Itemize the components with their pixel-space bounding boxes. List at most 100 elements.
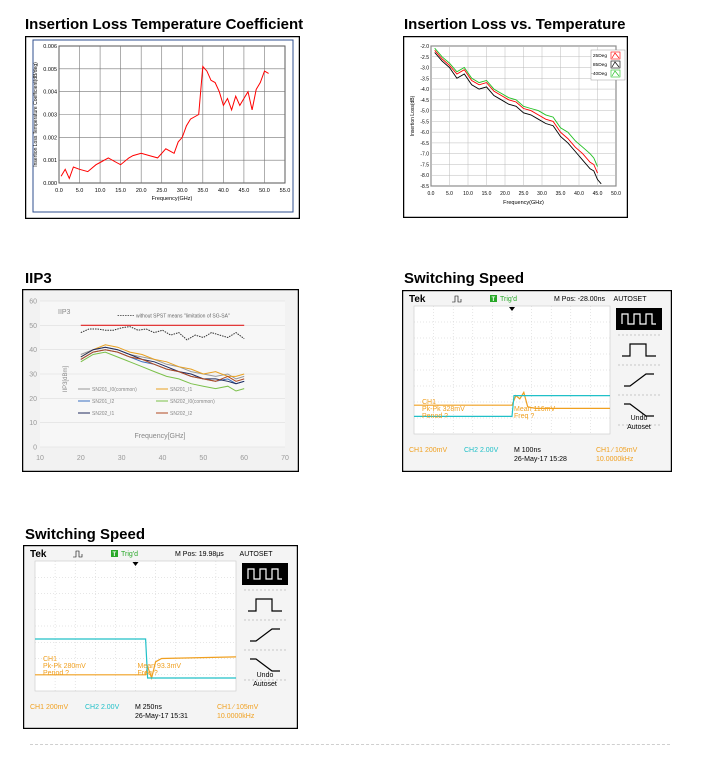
autoset-label: Autoset [253,681,277,688]
trigger-freq: 10.0000kHz [217,713,255,720]
y-tick-label: -5.5 [420,119,429,125]
meas-ch1-label: CH1 [422,399,436,406]
x-tick-label: 0.0 [428,191,435,197]
y-tick-label: 0.006 [43,44,57,50]
legend-label: SN201_I1 [170,387,192,393]
y-tick-label: -3.5 [420,76,429,82]
x-tick-label: 10.0 [95,188,106,194]
falling-edge-icon [250,658,280,672]
legend-swatch [610,60,621,69]
x-tick-label: 10 [36,455,44,462]
trig-status: Trig'd [500,296,517,303]
x-tick-label: 15.0 [115,188,126,194]
x-tick-label: 5.0 [446,191,453,197]
x-tick-label: 45.0 [239,188,250,194]
square-wave-icon [247,568,282,580]
y-tick-label: 0.005 [43,67,57,73]
y-tick-label: -6.5 [420,141,429,147]
x-tick-label: 45.0 [593,191,603,197]
trigger-status-icon [452,295,462,303]
scope-brand: Tek [409,294,426,305]
legend-swatch-line [611,70,620,77]
series-line [80,326,245,341]
datetime: 26-May-17 15:28 [514,456,567,463]
series-line [60,65,269,180]
y-tick-label: -7.5 [420,162,429,168]
chart-title-switching-speed-1: Switching Speed [404,270,525,287]
menu-button-square-wave [242,563,288,585]
x-tick-label: 60 [240,455,248,462]
series-line [434,50,598,174]
x-tick-label: 50 [199,455,207,462]
y-axis-label: Insertion Loss(dB) [410,95,416,136]
trigger-status-icon [73,550,83,558]
y-axis-label: IIP3[dBm] [63,365,69,392]
x-axis-label: Frequency(GHz) [152,196,193,202]
y-tick-label: 60 [29,299,37,306]
ch2-scale: CH2 2.00V [464,447,499,454]
y-axis-label: Insertion Loss Temperature Coefficient(d… [33,62,39,167]
series-line [80,349,245,382]
legend-label: SN202_I1 [92,411,114,417]
x-tick-label: 0.0 [55,188,63,194]
autoset-menu-title: AUTOSET [240,551,274,558]
y-tick-label: 0.000 [43,181,57,187]
y-tick-label: 0.004 [43,90,57,96]
trigger-position-marker [509,307,515,311]
menu-button-square-wave [616,308,662,330]
trigger-position-marker [132,562,139,566]
footer-divider [30,744,670,745]
scope-switching-speed-1: Tek T Trig'd M Pos: -28.00ns AUTOSET Undo Auto… [402,290,672,472]
plot-title: IIP3 [58,309,71,316]
timebase: M 250ns [135,704,162,711]
datetime: 26-May-17 15:31 [135,713,188,720]
meas-freq: Freq ? [138,670,158,677]
y-tick-label: -8.5 [420,184,429,190]
x-tick-label: 15.0 [482,191,492,197]
y-tick-label: -7.0 [420,152,429,158]
undo-label: Undo [631,415,648,422]
x-tick-label: 55.0 [280,188,291,194]
legend-label: 85Deg [593,62,607,68]
series-line [80,344,245,377]
meas-pkpk: Pk-Pk 328mV [422,406,465,413]
x-tick-label: 35.0 [556,191,566,197]
x-tick-label: 30.0 [177,188,188,194]
single-pulse-icon [622,343,656,357]
series-line [434,52,602,185]
timebase: M 100ns [514,447,541,454]
x-tick-label: 30.0 [537,191,547,197]
meas-mean: Mean 93.3mV [138,663,182,670]
series-line [434,47,598,167]
rising-edge-icon [250,628,280,642]
x-tick-label: 50.0 [259,188,270,194]
rising-edge-icon [624,373,654,387]
meas-period: Period ? [43,670,69,677]
ch1-scale: CH1 200mV [409,447,447,454]
undo-label: Undo [257,672,274,679]
x-tick-label: 40 [159,455,167,462]
chart-title-iip3: IIP3 [25,270,52,287]
chart-title-il-vs-temp: Insertion Loss vs. Temperature [404,16,626,33]
meas-pkpk: Pk-Pk 280mV [43,663,86,670]
x-axis-label: Frequency(GHz) [503,200,544,206]
trig-icon [490,295,497,302]
y-tick-label: 50 [29,323,37,330]
square-wave-icon [621,313,656,325]
y-tick-label: 30 [29,372,37,379]
ch2-scale: CH2 2.00V [85,704,120,711]
legend-label: SN202_I2 [170,411,192,417]
y-tick-label: 0.003 [43,113,57,119]
x-tick-label: 40.0 [218,188,229,194]
x-tick-label: 70 [281,455,289,462]
y-tick-label: 20 [29,396,37,403]
y-tick-label: -4.0 [420,87,429,93]
y-tick-label: -4.5 [420,98,429,104]
x-tick-label: 20 [77,455,85,462]
autoset-label: Autoset [627,424,651,431]
y-tick-label: -5.0 [420,109,429,115]
mpos-readout: M Pos: 19.98µs [175,551,224,558]
scope-brand: Tek [30,549,47,560]
y-tick-label: 0.001 [43,158,57,164]
chart-iip3: 0 10 20 30 40 50 60 10 20 30 40 50 60 70 IIP3 Frequency… [22,289,299,472]
